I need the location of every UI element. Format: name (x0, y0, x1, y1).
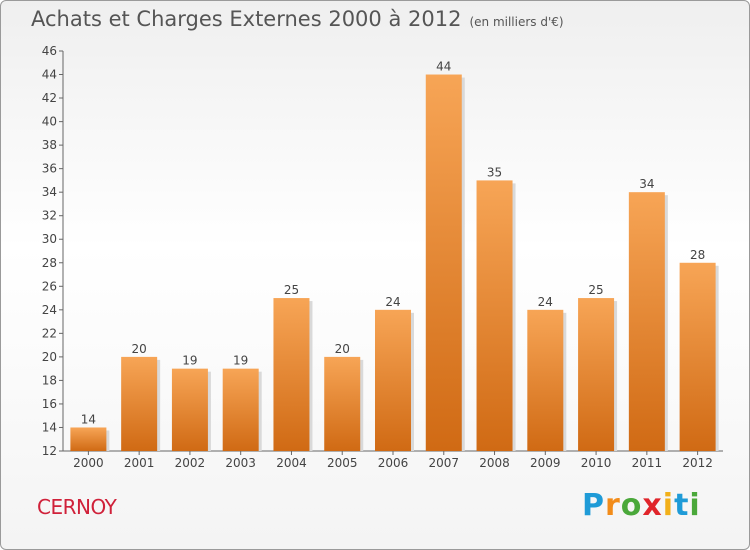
y-tick-label: 22 (42, 326, 57, 340)
logo-letter: P (582, 488, 605, 523)
x-tick-label: 2002 (175, 456, 206, 470)
bar (425, 74, 462, 451)
logo-letter: x (642, 488, 663, 523)
x-tick-label: 2009 (530, 456, 561, 470)
bar-value-label: 14 (81, 412, 96, 426)
logo-letter: t (674, 488, 690, 523)
logo-letter: o (620, 488, 643, 523)
chart-axes: 12 14 16 18 20 22 24 26 28 30 32 34 36 38 40 42 44 46 2000… (42, 44, 723, 470)
bar-value-label: 28 (690, 248, 705, 262)
y-tick-label: 40 (42, 115, 57, 129)
y-tick-label: 34 (42, 185, 57, 199)
x-tick-label: 2004 (276, 456, 307, 470)
x-tick-label: 2012 (682, 456, 713, 470)
bar (375, 309, 411, 451)
bar (171, 368, 208, 451)
y-tick-label: 24 (42, 303, 57, 317)
y-tick-label: 44 (42, 68, 57, 82)
commune-name: CERNOY (37, 495, 117, 519)
x-tick-label: 2003 (225, 456, 256, 470)
bar (273, 298, 310, 451)
chart-value-labels: 14 20 19 19 25 20 24 44 35 24 25 34 28 (81, 60, 706, 427)
bar (578, 298, 615, 451)
bar-value-label: 20 (132, 342, 147, 356)
x-tick-label: 2011 (632, 456, 663, 470)
y-tick-label: 12 (42, 444, 57, 458)
bar-value-label: 25 (284, 283, 299, 297)
bar-value-label: 19 (233, 354, 248, 368)
bar-value-label: 35 (487, 165, 502, 179)
y-tick-label: 26 (42, 279, 57, 293)
bar (628, 192, 665, 452)
y-tick-label: 20 (42, 350, 57, 364)
y-tick-label: 16 (42, 397, 57, 411)
y-tick-label: 14 (42, 420, 57, 434)
bar-value-label: 19 (182, 354, 197, 368)
bar-value-label: 25 (588, 283, 603, 297)
bar (121, 356, 158, 451)
x-tick-label: 2007 (428, 456, 459, 470)
bar (70, 427, 107, 451)
bar-value-label: 24 (385, 295, 400, 309)
x-tick-label: 2001 (124, 456, 155, 470)
y-tick-label: 32 (42, 209, 57, 223)
bar-value-label: 34 (639, 177, 654, 191)
bar-value-label: 20 (335, 342, 350, 356)
logo-letter: i (662, 488, 675, 523)
y-tick-label: 18 (42, 373, 57, 387)
proxiti-logo[interactable]: Proxiti (582, 488, 701, 523)
bar-value-label: 24 (538, 295, 553, 309)
chart-subtitle: (en milliers d'€) (469, 15, 564, 29)
x-tick-label: 2005 (327, 456, 358, 470)
x-tick-label: 2000 (73, 456, 104, 470)
y-tick-label: 42 (42, 91, 57, 105)
y-tick-label: 28 (42, 256, 57, 270)
logo-letter: r (605, 488, 621, 523)
x-tick-label: 2008 (479, 456, 510, 470)
y-tick-label: 46 (42, 44, 57, 58)
bar (324, 356, 361, 451)
x-tick-label: 2010 (581, 456, 612, 470)
bar (679, 262, 716, 451)
bar (476, 180, 513, 452)
bar (527, 309, 564, 451)
bar (222, 368, 259, 451)
logo-letter: i (689, 488, 701, 523)
bar-value-label: 44 (436, 60, 451, 74)
chart-bars (70, 74, 719, 452)
y-tick-label: 38 (42, 138, 57, 152)
chart-title-text: Achats et Charges Externes 2000 à 2012 (31, 7, 462, 31)
y-tick-label: 36 (42, 162, 57, 176)
x-tick-label: 2006 (378, 456, 409, 470)
y-tick-label: 30 (42, 232, 57, 246)
chart-title: Achats et Charges Externes 2000 à 2012 (e… (31, 7, 564, 31)
